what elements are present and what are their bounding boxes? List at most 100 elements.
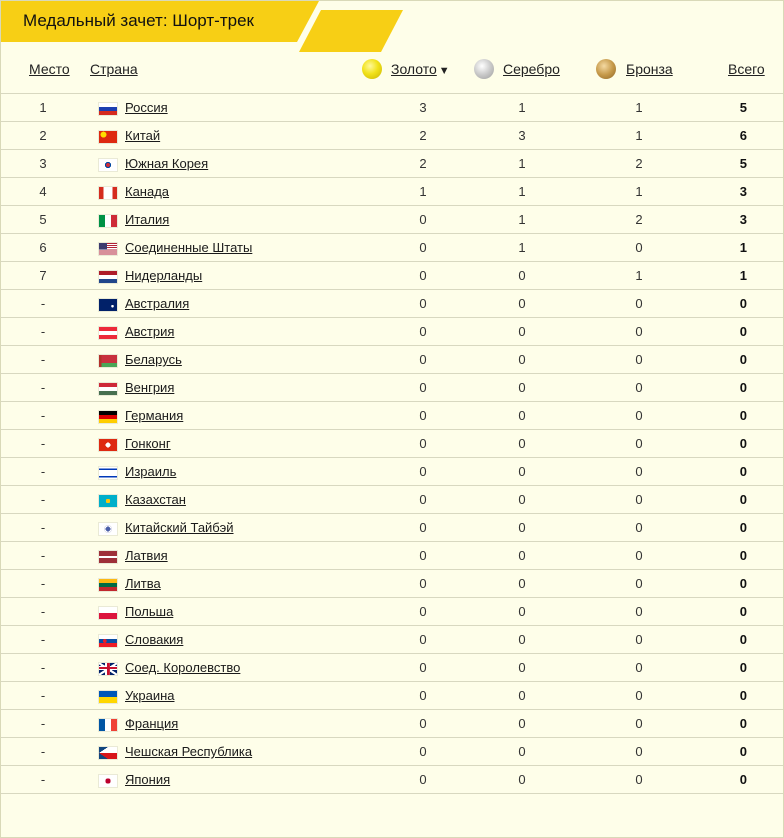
country-link[interactable]: Франция [125, 716, 179, 731]
flag-cell [97, 317, 125, 346]
country-cell: Австрия [125, 317, 383, 346]
bronze-count-cell: 0 [581, 681, 697, 710]
flag-cell [97, 625, 125, 654]
country-link[interactable]: Соединенные Штаты [125, 240, 253, 255]
table-row: - Германия 0 0 0 0 [1, 401, 783, 430]
silver-count-cell: 3 [463, 121, 581, 150]
country-link[interactable]: Венгрия [125, 380, 175, 395]
gold-count-cell: 0 [383, 429, 463, 458]
gold-count-cell: 0 [383, 681, 463, 710]
place-cell: - [1, 569, 97, 598]
country-link[interactable]: Австралия [125, 296, 190, 311]
country-link[interactable]: Австрия [125, 324, 175, 339]
bronze-count-cell: 2 [581, 205, 697, 234]
sort-by-country-link[interactable]: Страна [90, 61, 138, 77]
country-link[interactable]: Соед. Королевство [125, 660, 241, 675]
country-link[interactable]: Россия [125, 100, 168, 115]
bronze-count-cell: 0 [581, 541, 697, 570]
country-link[interactable]: Чешская Республика [125, 744, 253, 759]
country-link[interactable]: Канада [125, 184, 170, 199]
place-cell: - [1, 681, 97, 710]
country-link[interactable]: Южная Корея [125, 156, 209, 171]
table-row: - Словакия 0 0 0 0 [1, 625, 783, 654]
flag-cell [97, 289, 125, 318]
flag-australia-icon [99, 298, 117, 311]
country-link[interactable]: Германия [125, 408, 184, 423]
flag-cell [97, 569, 125, 598]
place-cell: - [1, 765, 97, 794]
table-row: - Израиль 0 0 0 0 [1, 457, 783, 486]
place-cell: 1 [1, 94, 97, 122]
total-count-cell: 6 [697, 121, 783, 150]
country-link[interactable]: Словакия [125, 632, 184, 647]
flag-slovakia-icon [99, 634, 117, 647]
bronze-count-cell: 2 [581, 149, 697, 178]
table-row: - Латвия 0 0 0 0 [1, 541, 783, 570]
flag-belarus-icon [99, 354, 117, 367]
total-count-cell: 0 [697, 345, 783, 374]
country-link[interactable]: Китайский Тайбэй [125, 520, 234, 535]
total-count-cell: 5 [697, 149, 783, 178]
gold-count-cell: 0 [383, 205, 463, 234]
silver-count-cell: 0 [463, 485, 581, 514]
country-link[interactable]: Украина [125, 688, 175, 703]
total-count-cell: 0 [697, 289, 783, 318]
table-row: 1 Россия 3 1 1 5 [1, 94, 783, 122]
bronze-count-cell: 0 [581, 625, 697, 654]
total-count-cell: 5 [697, 94, 783, 122]
silver-count-cell: 0 [463, 625, 581, 654]
country-link[interactable]: Гонконг [125, 436, 171, 451]
flag-germany-icon [99, 410, 117, 423]
country-cell: Канада [125, 177, 383, 206]
place-cell: 2 [1, 121, 97, 150]
country-cell: Соед. Королевство [125, 653, 383, 682]
flag-france-icon [99, 718, 117, 731]
country-link[interactable]: Япония [125, 772, 171, 787]
sort-by-total-link[interactable]: Всего [728, 61, 765, 77]
silver-count-cell: 0 [463, 681, 581, 710]
sort-by-silver-link[interactable]: Серебро [503, 61, 560, 77]
place-cell: - [1, 345, 97, 374]
gold-count-cell: 0 [383, 513, 463, 542]
country-cell: Литва [125, 569, 383, 598]
country-link[interactable]: Китай [125, 128, 161, 143]
flag-israel-icon [99, 466, 117, 479]
bronze-count-cell: 0 [581, 737, 697, 766]
country-cell: Германия [125, 401, 383, 430]
flag-cell [97, 373, 125, 402]
country-link[interactable]: Нидерланды [125, 268, 203, 283]
country-link[interactable]: Израиль [125, 464, 177, 479]
country-cell: Беларусь [125, 345, 383, 374]
silver-count-cell: 0 [463, 317, 581, 346]
country-cell: Венгрия [125, 373, 383, 402]
country-cell: Польша [125, 597, 383, 626]
silver-count-cell: 1 [463, 177, 581, 206]
country-link[interactable]: Италия [125, 212, 170, 227]
page-title: Медальный зачет: Шорт-трек [23, 11, 254, 30]
country-link[interactable]: Беларусь [125, 352, 182, 367]
flag-cell [97, 765, 125, 794]
country-link[interactable]: Польша [125, 604, 174, 619]
total-count-cell: 0 [697, 541, 783, 570]
silver-medal-icon [474, 59, 494, 79]
title-tab-decoration [299, 10, 403, 52]
country-link[interactable]: Литва [125, 576, 161, 591]
country-link[interactable]: Казахстан [125, 492, 186, 507]
table-row: - Польша 0 0 0 0 [1, 597, 783, 626]
country-link[interactable]: Латвия [125, 548, 168, 563]
total-count-cell: 0 [697, 681, 783, 710]
gold-count-cell: 0 [383, 597, 463, 626]
silver-count-cell: 0 [463, 653, 581, 682]
gold-medal-icon [362, 59, 382, 79]
bronze-count-cell: 0 [581, 373, 697, 402]
sort-by-gold-link[interactable]: Золото ▼ [391, 61, 450, 77]
sort-by-bronze-link[interactable]: Бронза [626, 61, 673, 77]
flag-kazakhstan-icon [99, 494, 117, 507]
place-cell: 7 [1, 261, 97, 290]
gold-count-cell: 0 [383, 709, 463, 738]
gold-count-cell: 0 [383, 485, 463, 514]
sort-by-place-link[interactable]: Место [29, 61, 70, 77]
table-row: - Литва 0 0 0 0 [1, 569, 783, 598]
place-cell: 6 [1, 233, 97, 262]
